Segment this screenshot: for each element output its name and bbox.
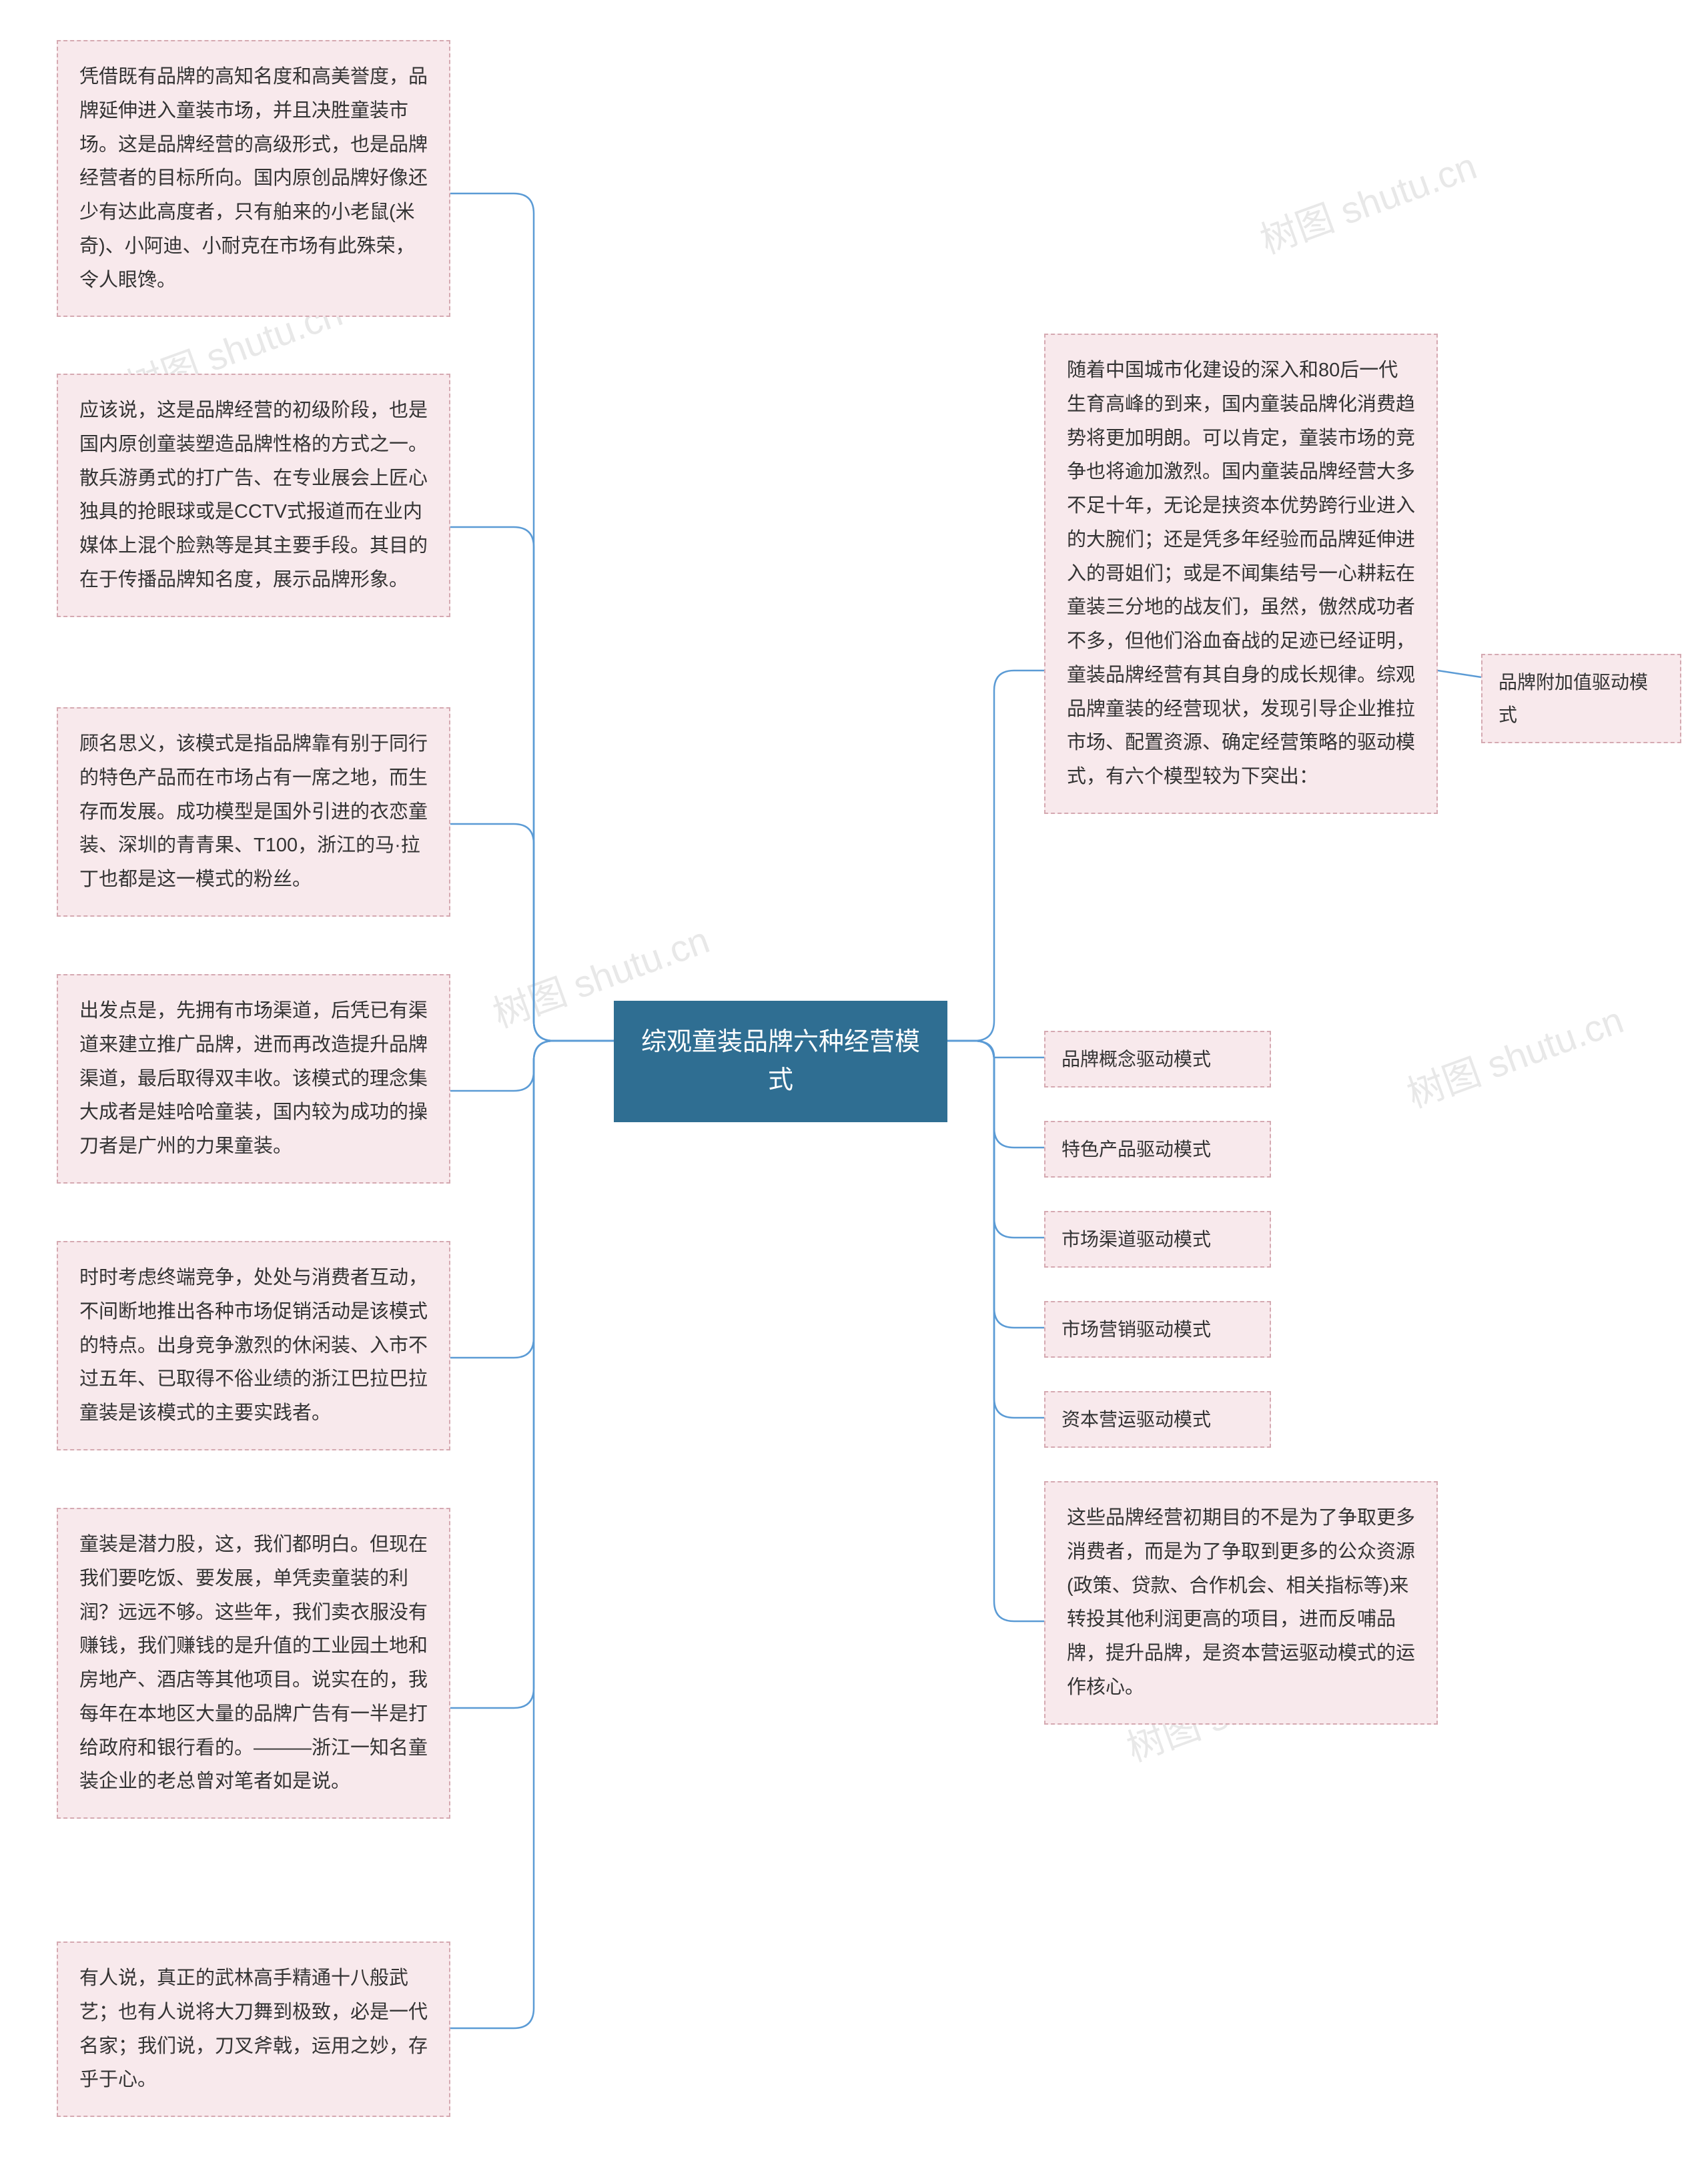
center-node: 综观童装品牌六种经营模式 <box>614 1001 947 1122</box>
right-node-5: 市场营销驱动模式 <box>1044 1301 1271 1358</box>
left-node-4: 出发点是，先拥有市场渠道，后凭已有渠道来建立推广品牌，进而再改造提升品牌渠道，最… <box>57 974 450 1184</box>
right-node-1: 随着中国城市化建设的深入和80后一代生育高峰的到来，国内童装品牌化消费趋势将更加… <box>1044 334 1438 814</box>
left-node-6: 童装是潜力股，这，我们都明白。但现在我们要吃饭、要发展，单凭卖童装的利润？远远不… <box>57 1508 450 1819</box>
right-node-2: 品牌概念驱动模式 <box>1044 1031 1271 1087</box>
left-node-3: 顾名思义，该模式是指品牌靠有别于同行的特色产品而在市场占有一席之地，而生存而发展… <box>57 707 450 917</box>
right-node-7: 这些品牌经营初期目的不是为了争取更多消费者，而是为了争取到更多的公众资源(政策、… <box>1044 1481 1438 1725</box>
left-node-5: 时时考虑终端竞争，处处与消费者互动，不间断地推出各种市场促销活动是该模式的特点。… <box>57 1241 450 1450</box>
right-node-4: 市场渠道驱动模式 <box>1044 1211 1271 1268</box>
watermark: 树图 shutu.cn <box>1252 136 1483 264</box>
left-node-7: 有人说，真正的武林高手精通十八般武艺；也有人说将大刀舞到极致，必是一代名家；我们… <box>57 1941 450 2117</box>
right-node-6: 资本营运驱动模式 <box>1044 1391 1271 1448</box>
right-node-3: 特色产品驱动模式 <box>1044 1121 1271 1178</box>
left-node-1: 凭借既有品牌的高知名度和高美誉度，品牌延伸进入童装市场，并且决胜童装市场。这是品… <box>57 40 450 317</box>
far-right-node: 品牌附加值驱动模式 <box>1481 654 1681 743</box>
left-node-2: 应该说，这是品牌经营的初级阶段，也是国内原创童装塑造品牌性格的方式之一。散兵游勇… <box>57 374 450 617</box>
watermark: 树图 shutu.cn <box>1398 990 1630 1118</box>
